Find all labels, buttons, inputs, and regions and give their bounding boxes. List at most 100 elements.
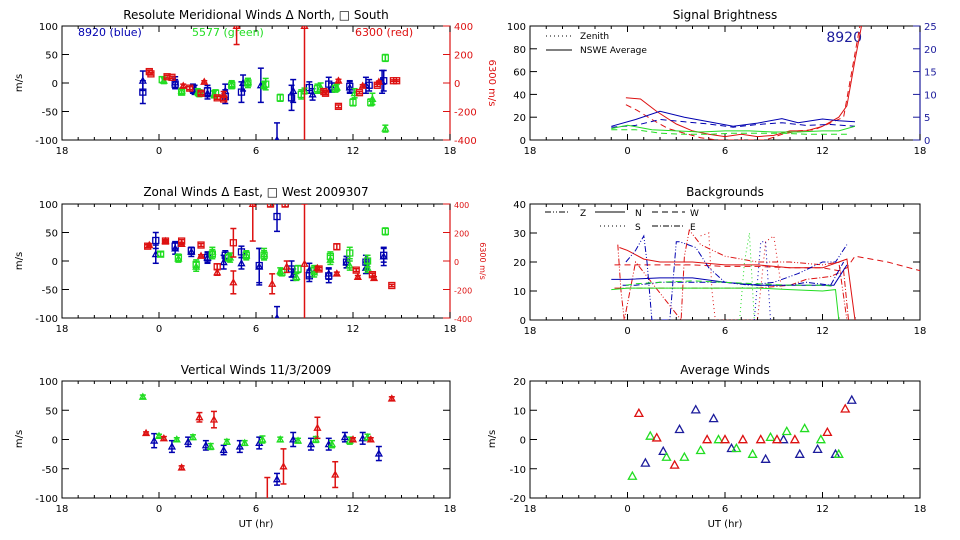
data-point-triangle [387, 394, 396, 402]
data-point-triangle [702, 434, 713, 444]
data-point-square [321, 89, 330, 97]
data-point-triangle [690, 404, 701, 414]
data-point-square [255, 261, 263, 270]
data-point-triangle [300, 259, 309, 267]
data-point-square [276, 94, 284, 102]
data-point-triangle [781, 425, 792, 436]
data-point-triangle [633, 407, 644, 418]
y-tick-label: 60 [513, 68, 526, 79]
chart-title: Backgrounds [686, 185, 764, 199]
data-point-square [392, 77, 401, 85]
data-point-square [213, 263, 221, 271]
y2-tick-label: 200 [454, 51, 473, 62]
y2-tick-label: -400 [454, 136, 477, 147]
y-tick-label: 0 [52, 257, 58, 268]
y2-tick-label: -200 [454, 108, 477, 119]
data-point-triangle [366, 435, 375, 443]
y-tick-label: 0 [52, 79, 58, 90]
data-point-triangle [141, 428, 151, 437]
y-tick-label: 0 [52, 436, 58, 447]
data-point-square [349, 98, 357, 107]
data-point-square [177, 237, 186, 245]
legend-label-nswe: NSWE Average [580, 46, 647, 56]
data-point-triangle [846, 394, 857, 404]
data-point-triangle [771, 434, 783, 444]
data-point-triangle [658, 445, 669, 456]
y-tick-label: -50 [42, 465, 58, 476]
data-point-square [156, 250, 165, 258]
data-point-square [381, 54, 389, 62]
data-point-triangle [833, 448, 844, 458]
y-tick-label: 50 [45, 51, 58, 62]
x-tick-label: 0 [156, 324, 162, 335]
y-axis-label: m/s [14, 430, 25, 448]
data-point-square [331, 85, 339, 93]
chart-title: Signal Brightness [673, 8, 778, 22]
data-point-square [192, 260, 200, 269]
data-point-triangle [674, 423, 685, 434]
x-tick-label: 12 [816, 146, 829, 157]
x-tick-label: 18 [444, 324, 457, 335]
data-point-square [147, 70, 155, 78]
y2-tick-label: 5 [924, 113, 930, 124]
data-layer [138, 26, 401, 140]
data-point-square [244, 79, 252, 87]
data-point-square [367, 98, 375, 107]
data-point-triangle [172, 435, 181, 443]
data-point-triangle [327, 439, 337, 448]
data-point-triangle [268, 279, 277, 287]
data-point-triangle [363, 432, 372, 441]
data-point-triangle [183, 437, 193, 445]
y-tick-label: 50 [45, 406, 58, 417]
data-point-triangle [713, 434, 724, 444]
x-tick-label: 18 [524, 504, 537, 515]
data-point-square [365, 81, 373, 89]
data-point-triangle [661, 451, 672, 461]
data-point-triangle [195, 412, 204, 421]
data-point-triangle [150, 436, 159, 444]
data-point-triangle [651, 432, 662, 442]
x-tick-label: 18 [56, 324, 69, 335]
data-point-square [362, 258, 370, 266]
panel-meridional: Resolute Meridional Winds Δ North, □ Sou… [14, 8, 497, 157]
data-point-square [380, 251, 388, 259]
data-point-triangle [201, 441, 210, 449]
data-point-triangle [760, 453, 771, 463]
data-point-triangle [822, 426, 833, 437]
data-point-triangle [719, 434, 731, 444]
data-point-square [237, 88, 246, 96]
data-point-triangle [240, 438, 249, 447]
data-point-triangle [248, 204, 257, 208]
data-point-square [229, 239, 238, 247]
data-point-triangle [306, 439, 316, 448]
x-tick-label: 18 [56, 146, 69, 157]
legend-label-w: W [690, 209, 699, 219]
data-point-triangle [279, 462, 288, 470]
y-tick-label: 80 [513, 45, 526, 56]
data-point-square [388, 281, 396, 290]
data-point-square [262, 80, 270, 88]
x-tick-label: 18 [524, 326, 537, 337]
data-point-triangle [789, 434, 800, 444]
data-point-square [266, 204, 275, 208]
data-point-square [273, 212, 281, 221]
data-point-triangle [799, 423, 810, 433]
x-tick-label: 0 [624, 504, 630, 515]
data-layer [138, 392, 396, 498]
data-point-square [334, 102, 343, 111]
annotation-5577: 5577 (green) [192, 26, 264, 39]
y2-tick-label: 15 [924, 68, 937, 79]
y-tick-label: 10 [513, 287, 526, 298]
annotation-6300: 6300 (red) [355, 26, 413, 39]
y2-tick-label: -400 [454, 315, 472, 324]
data-point-triangle [374, 449, 383, 457]
data-point-square [168, 73, 176, 81]
y2-tick-label: 25 [924, 22, 937, 33]
y-tick-label: 40 [513, 90, 526, 101]
y-tick-label: 100 [39, 200, 58, 211]
y-tick-label: 0 [520, 136, 526, 147]
data-point-triangle [812, 443, 823, 454]
panel-average: Average Winds m/s UT (hr) 18 0 6 12 18-20-10… [487, 363, 926, 530]
y-tick-label: 100 [507, 22, 526, 33]
